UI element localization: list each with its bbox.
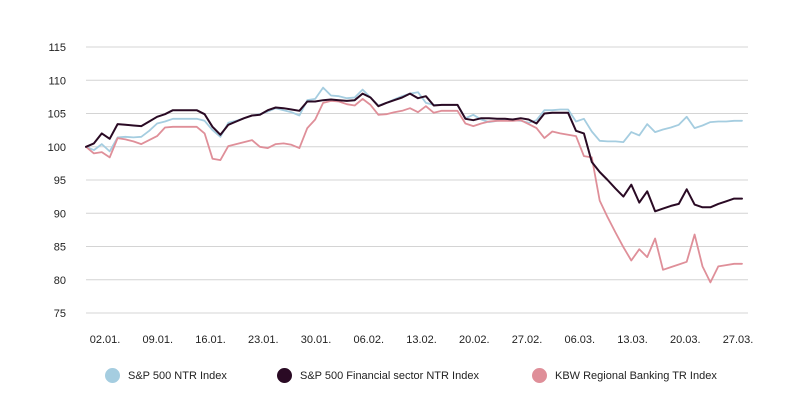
y-tick-label: 80 bbox=[54, 275, 66, 287]
legend-item-financials: S&P 500 Financial sector NTR Index bbox=[277, 368, 479, 383]
legend-label-financials: S&P 500 Financial sector NTR Index bbox=[300, 369, 479, 382]
legend: S&P 500 NTR Index S&P 500 Financial sect… bbox=[0, 368, 801, 392]
y-tick-label: 95 bbox=[54, 175, 66, 187]
x-tick-label: 02.01. bbox=[90, 334, 121, 346]
x-tick-label: 30.01. bbox=[301, 334, 332, 346]
x-tick-label: 16.01. bbox=[195, 334, 226, 346]
legend-label-regional-banks: KBW Regional Banking TR Index bbox=[555, 369, 717, 382]
x-tick-label: 13.02. bbox=[406, 334, 437, 346]
legend-label-sp500: S&P 500 NTR Index bbox=[128, 369, 227, 382]
y-tick-label: 85 bbox=[54, 242, 66, 254]
x-tick-label: 06.02. bbox=[353, 334, 384, 346]
x-tick-label: 23.01. bbox=[248, 334, 279, 346]
x-tick-label: 20.03. bbox=[670, 334, 701, 346]
legend-item-regional-banks: KBW Regional Banking TR Index bbox=[532, 368, 717, 383]
x-tick-label: 27.03. bbox=[723, 334, 754, 346]
x-tick-label: 20.02. bbox=[459, 334, 490, 346]
y-tick-label: 100 bbox=[48, 142, 66, 154]
legend-swatch-sp500 bbox=[105, 368, 120, 383]
y-tick-label: 90 bbox=[54, 208, 66, 220]
x-tick-label: 09.01. bbox=[142, 334, 173, 346]
x-axis: 02.01. 09.01. 16.01. 23.01. 30.01. 06.02. 13.0… bbox=[90, 334, 754, 346]
series-lines bbox=[85, 86, 743, 284]
legend-item-sp500: S&P 500 NTR Index bbox=[105, 368, 227, 383]
line-regional-banks bbox=[85, 98, 743, 284]
x-tick-label: 06.03. bbox=[564, 334, 595, 346]
y-tick-label: 105 bbox=[48, 109, 66, 121]
line-financials bbox=[85, 92, 743, 213]
y-tick-label: 75 bbox=[54, 308, 66, 320]
line-sp500 bbox=[85, 86, 743, 153]
gridlines bbox=[86, 46, 748, 314]
y-tick-label: 110 bbox=[48, 75, 66, 87]
line-chart: 75 80 85 90 95 100 105 110 115 02.01. 09.01. 16.01… bbox=[48, 42, 754, 346]
x-tick-label: 13.03. bbox=[617, 334, 648, 346]
legend-swatch-regional-banks bbox=[532, 368, 547, 383]
x-tick-label: 27.02. bbox=[512, 334, 543, 346]
y-axis: 75 80 85 90 95 100 105 110 115 bbox=[48, 42, 66, 320]
legend-swatch-financials bbox=[277, 368, 292, 383]
y-tick-label: 115 bbox=[48, 42, 66, 54]
